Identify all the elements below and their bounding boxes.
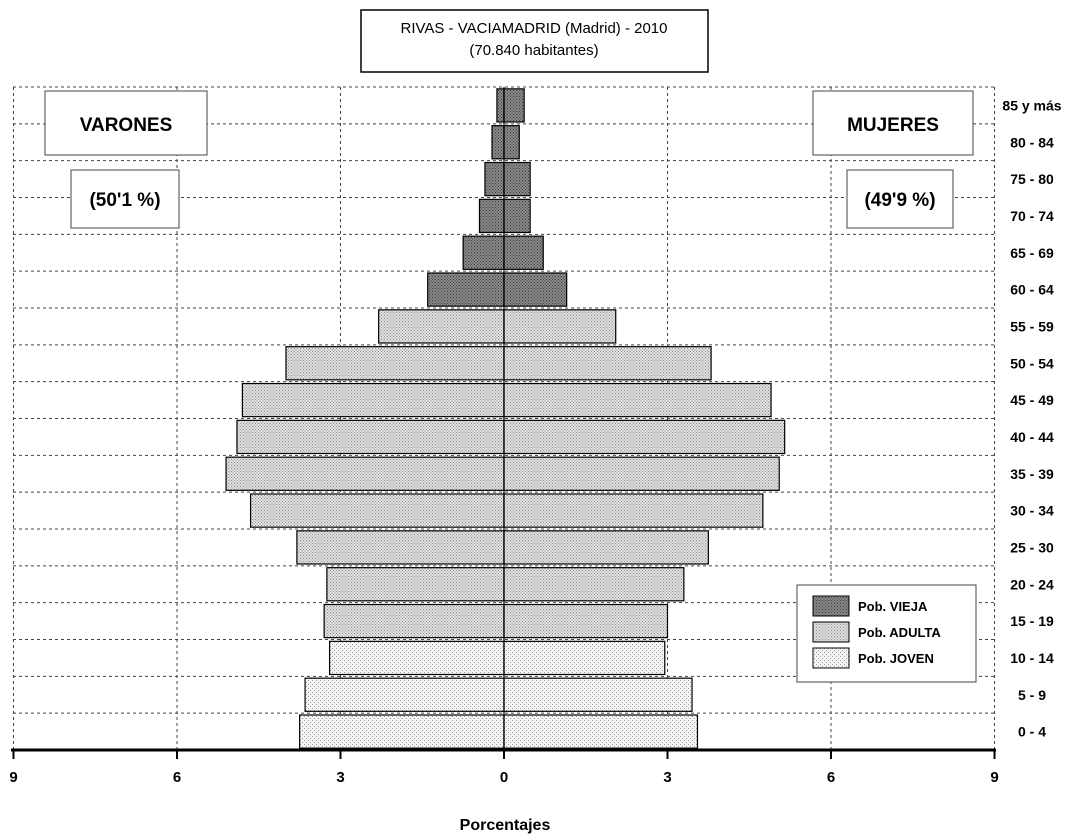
x-tick-label: 6 [827,769,835,786]
x-axis: 9 6 3 0 3 6 9 [9,87,999,786]
bar-mujeres-11 [503,309,617,344]
bar-varones-11 [378,309,505,344]
x-tick-label: 9 [990,769,998,786]
age-group-label: 60 - 64 [1010,282,1054,298]
bar-varones-1 [304,677,505,712]
bar-varones-16 [491,125,505,160]
age-group-label: 70 - 74 [1010,208,1054,224]
age-group-label: 5 - 9 [1018,687,1046,703]
bar-varones-5 [296,530,505,565]
bar-varones-9 [241,382,505,418]
varones-percent: (50'1 %) [89,190,160,211]
bar-varones-6 [249,493,505,528]
bar-mujeres-15 [503,161,531,197]
x-tick-label: 6 [173,769,181,786]
age-group-label: 80 - 84 [1010,134,1054,150]
bar-varones-15 [484,161,505,197]
bar-mujeres-12 [503,272,568,307]
legend-swatch-joven [812,647,850,669]
bar-varones-17 [496,88,505,123]
bar-mujeres-7 [503,456,780,491]
age-group-label: 50 - 54 [1010,355,1054,371]
age-group-label: 55 - 59 [1010,318,1054,334]
age-group-label: 0 - 4 [1018,724,1046,740]
age-group-label: 40 - 44 [1010,429,1054,445]
bar-varones-12 [427,272,505,307]
age-group-label: 85 y más [1002,97,1061,113]
age-group-label: 30 - 34 [1010,503,1054,519]
age-group-label: 65 - 69 [1010,245,1054,261]
age-group-label: 25 - 30 [1010,539,1054,555]
x-tick-label: 3 [663,769,671,786]
bar-varones-7 [225,456,505,491]
x-axis-label: Porcentajes [460,817,551,834]
bar-mujeres-0 [503,714,699,749]
age-group-label: 75 - 80 [1010,171,1054,187]
mujeres-percent-box: (49'9 %) [846,169,954,229]
varones-percent-box: (50'1 %) [70,169,180,229]
bar-mujeres-1 [503,677,693,712]
bar-mujeres-13 [503,235,544,270]
bar-varones-8 [236,419,505,455]
bar-mujeres-8 [503,419,786,455]
x-tick-label: 3 [336,769,344,786]
chart-title-box: RIVAS - VACIAMADRID (Madrid) - 2010 (70.… [360,9,709,73]
mujeres-percent: (49'9 %) [864,190,935,211]
age-group-label: 20 - 24 [1010,576,1054,592]
bar-mujeres-9 [503,382,772,418]
bar-mujeres-14 [503,198,531,234]
bar-varones-13 [462,235,505,270]
bar-mujeres-5 [503,530,709,565]
bar-varones-14 [478,198,505,234]
bar-varones-4 [326,567,505,602]
age-group-label: 35 - 39 [1010,466,1054,482]
legend-swatch-vieja [812,595,850,617]
bar-mujeres-10 [503,346,712,381]
bar-mujeres-6 [503,493,764,528]
bar-varones-3 [323,603,505,639]
age-group-labels: 0 - 4 5 - 9 10 - 14 15 - 19 20 - 24 25 - 30 30… [1002,97,1061,739]
bar-mujeres-17 [503,88,525,123]
age-group-label: 15 - 19 [1010,613,1054,629]
bar-mujeres-16 [503,125,520,160]
legend-swatch-adulta [812,621,850,643]
varones-label-box: VARONES [44,90,208,156]
x-tick-label: 9 [9,769,17,786]
bar-mujeres-4 [503,567,685,602]
legend: Pob. VIEJA Pob. ADULTA Pob. JOVEN [796,584,977,683]
mujeres-label: MUJERES [847,115,939,136]
bar-mujeres-3 [503,603,669,639]
x-tick-label: 0 [500,769,508,786]
age-group-label: 45 - 49 [1010,392,1054,408]
legend-label-joven: Pob. JOVEN [858,651,934,666]
bar-varones-2 [329,640,505,676]
varones-label: VARONES [80,115,173,136]
bars [225,88,786,749]
bar-varones-0 [299,714,505,749]
bar-varones-10 [285,346,505,381]
legend-label-vieja: Pob. VIEJA [858,599,928,614]
bar-mujeres-2 [503,640,666,676]
mujeres-label-box: MUJERES [812,90,974,156]
age-group-label: 10 - 14 [1010,650,1054,666]
chart-title: RIVAS - VACIAMADRID (Madrid) - 2010 [400,20,667,37]
legend-label-adulta: Pob. ADULTA [858,625,941,640]
chart-subtitle: (70.840 habitantes) [469,42,598,59]
